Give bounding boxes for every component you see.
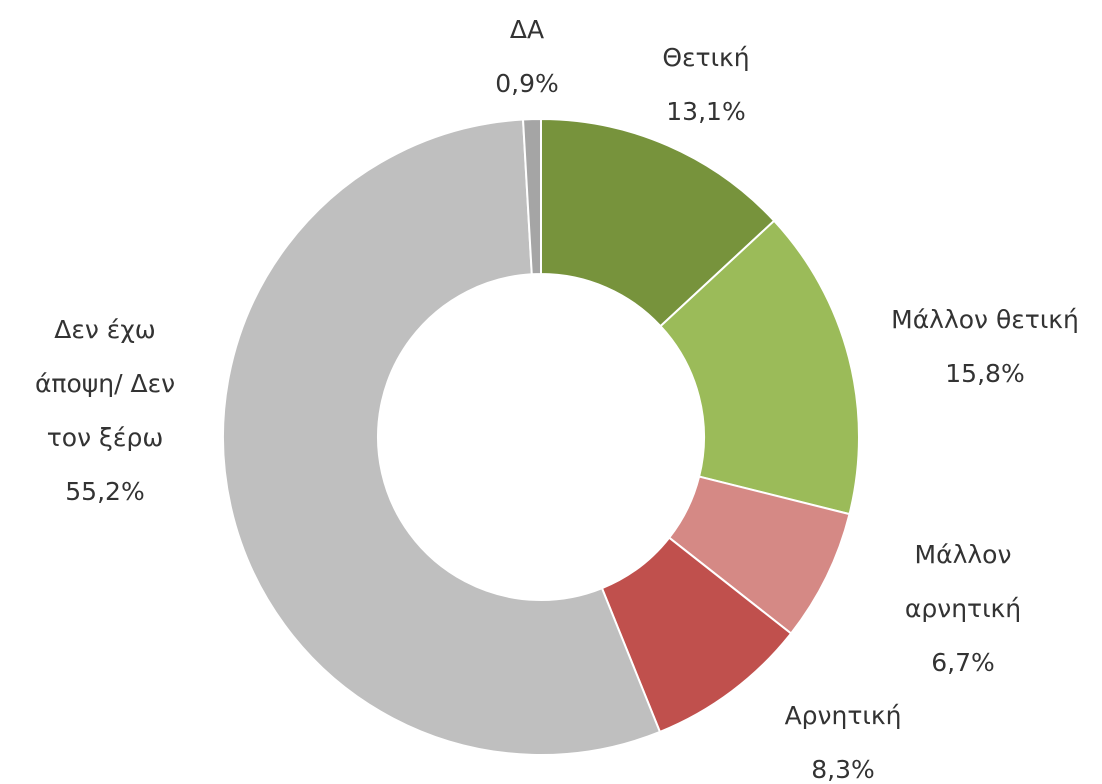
category-label: Θετική — [662, 43, 750, 72]
value-label: 15,8% — [945, 359, 1025, 388]
category-label: Αρνητική — [784, 701, 902, 730]
data-label: Δεν έχω άποψη/ Δεν τον ξέρω 55,2% — [10, 303, 200, 519]
data-label: Μάλλον αρνητική 6,7% — [878, 528, 1048, 690]
value-label: 13,1% — [666, 97, 746, 126]
slice — [521, 117, 542, 276]
value-label: 8,3% — [811, 755, 875, 784]
category-label: Δεν έχω άποψη/ Δεν τον ξέρω — [34, 315, 176, 452]
data-label: Θετική 13,1% — [556, 31, 856, 139]
data-label: ΔΑ 0,9% — [427, 3, 627, 111]
data-label: Μάλλον θετική 15,8% — [835, 293, 1102, 401]
data-label: Αρνητική 8,3% — [693, 689, 993, 784]
slice — [222, 118, 662, 756]
value-label: 6,7% — [931, 648, 995, 677]
value-label: 55,2% — [65, 477, 145, 506]
category-label: ΔΑ — [509, 15, 545, 44]
category-label: Μάλλον θετική — [891, 305, 1079, 334]
slice — [659, 219, 860, 516]
category-label: Μάλλον αρνητική — [904, 540, 1022, 623]
value-label: 0,9% — [495, 69, 559, 98]
